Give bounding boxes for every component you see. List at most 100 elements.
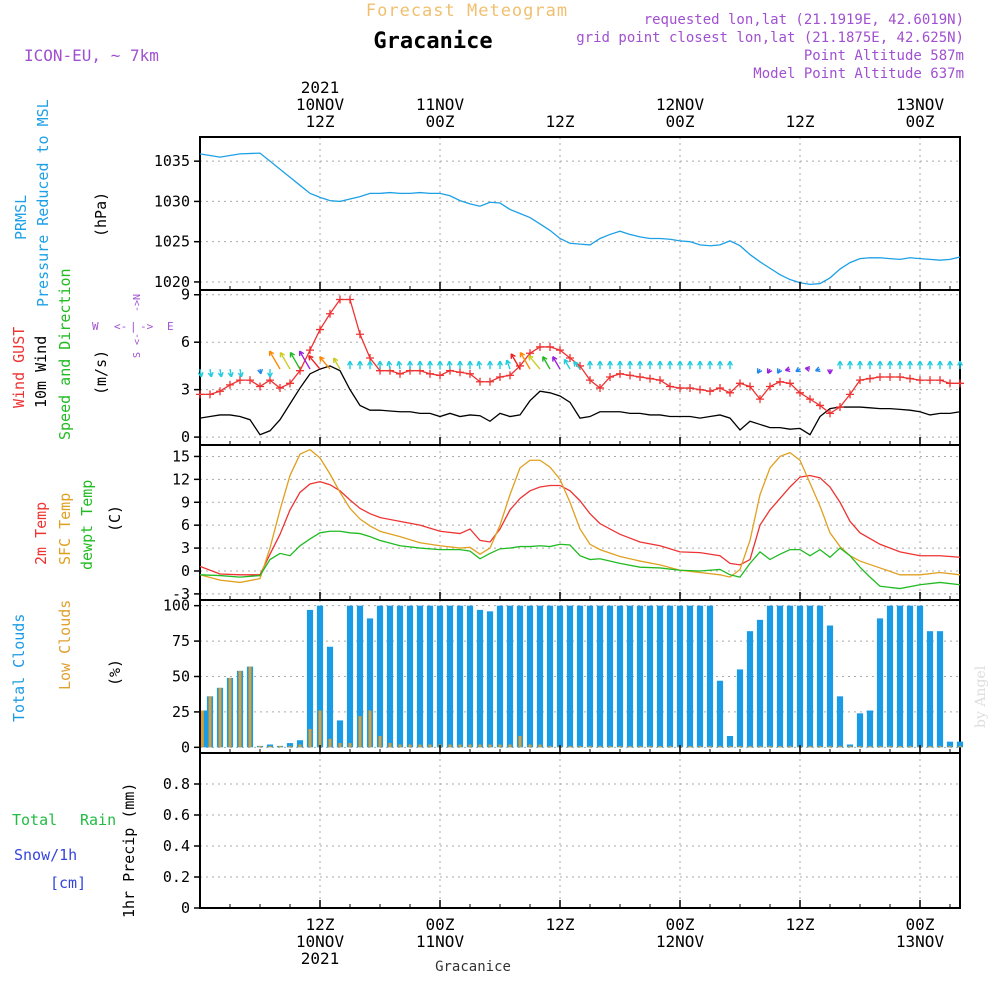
gust-marker	[316, 325, 324, 334]
total-cloud-bar	[466, 605, 474, 748]
sfc-label: SFC Temp	[56, 493, 74, 565]
low-cloud-bar	[348, 743, 352, 748]
gust-marker	[786, 379, 794, 388]
y-tick-label: 0	[181, 738, 190, 756]
wind-arrow	[356, 360, 364, 370]
wind-arrow	[376, 360, 384, 370]
wind-arrow	[346, 360, 354, 370]
total-cloud-bar	[446, 605, 454, 748]
gust-marker	[496, 372, 504, 381]
top-axis-label: 13NOV	[896, 95, 945, 114]
temp-labels: 2m Temp SFC Temp dewpt Temp (C)	[32, 480, 124, 570]
wind-arrow	[936, 360, 944, 370]
low-cloud-bar	[688, 745, 692, 748]
gust-marker	[776, 377, 784, 386]
y-tick-label: 9	[181, 493, 190, 511]
gust-marker	[666, 382, 674, 391]
wind-arrow	[436, 360, 444, 370]
gust-marker	[286, 379, 294, 388]
panel-clouds: 0 25 50 75 100	[163, 597, 964, 756]
gust-marker	[956, 379, 964, 388]
cloud-unit: (%)	[106, 659, 124, 686]
low-cloud-bar	[648, 745, 652, 748]
total-cloud-bar	[896, 605, 904, 748]
point-altitude: Point Altitude 587m	[804, 48, 964, 64]
bottom-axis-label: 12Z	[306, 915, 335, 934]
low-cloud-bar	[608, 745, 612, 748]
svg-text:<-: <-	[132, 333, 143, 345]
bottom-axis-label: 00Z	[906, 915, 935, 934]
total-cloud-bar	[716, 680, 724, 748]
total-cloud-bar	[786, 605, 794, 748]
total-cloud-bar	[776, 605, 784, 748]
gust-marker	[806, 395, 814, 404]
low-cloud-bar	[738, 745, 742, 748]
total-cloud-bar	[596, 605, 604, 748]
total-cloud-bar	[606, 605, 614, 748]
panel-frame	[199, 752, 961, 909]
wind-arrow	[573, 361, 581, 370]
total-cloud-bar	[356, 605, 364, 748]
low-cloud-bar	[758, 745, 762, 748]
total-cloud-bar	[586, 605, 594, 748]
bottom-axis-label: 10NOV	[296, 932, 345, 951]
gust-marker	[276, 384, 284, 393]
svg-text:->: ->	[140, 320, 154, 333]
total-cloud-bar	[886, 605, 894, 748]
low-cloud-bar	[418, 744, 422, 748]
gust-label: Wind GUST	[10, 327, 28, 408]
wind-arrow	[596, 360, 604, 370]
total-cloud-bar	[566, 605, 574, 748]
gust-marker	[556, 346, 564, 355]
low-cloud-bar	[398, 744, 402, 748]
bottom-axis-label: 12Z	[786, 915, 815, 934]
bottom-axis-label: 12NOV	[656, 932, 705, 951]
y-tick-label: 0.4	[163, 837, 190, 855]
gust-marker	[866, 374, 874, 383]
total-cloud-bar	[856, 713, 864, 748]
wind-arrow	[332, 357, 341, 370]
low-cloud-bar	[248, 666, 252, 748]
wind-arrow	[676, 360, 684, 370]
top-axis-label: 12NOV	[656, 95, 705, 114]
gust-marker	[736, 379, 744, 388]
low-cloud-bar	[838, 745, 842, 748]
total-cloud-bar	[546, 605, 554, 748]
low-cloud-bar	[468, 744, 472, 748]
wind-arrow	[866, 360, 874, 370]
temp2m-line	[199, 474, 961, 576]
low-clouds-label: Low Clouds	[56, 600, 74, 690]
wind-arrow	[366, 360, 374, 370]
low-cloud-bar	[718, 745, 722, 748]
gust-marker	[436, 371, 444, 380]
total-cloud-bar	[666, 605, 674, 748]
y-tick-label: 1030	[154, 192, 190, 210]
dewpt-label: dewpt Temp	[78, 480, 96, 570]
total-cloud-bar	[956, 741, 964, 748]
wind-arrow	[916, 360, 924, 370]
low-cloud-bar	[448, 744, 452, 748]
wind-arrow	[308, 354, 321, 370]
wind-arrow	[896, 360, 904, 370]
wind-arrow	[386, 360, 393, 370]
precip-unit: 1hr Precip (mm)	[120, 783, 138, 918]
total-cloud-bar	[656, 605, 664, 748]
low-cloud-bar	[258, 745, 262, 748]
wind-arrow	[826, 369, 834, 375]
total-cloud-bar	[726, 736, 734, 748]
bottom-axis-label: 00Z	[666, 915, 695, 934]
total-cloud-bar	[636, 605, 644, 748]
y-tick-label: 15	[172, 447, 190, 465]
wind-arrow	[836, 360, 844, 370]
wind-arrow	[266, 369, 274, 378]
low-cloud-bar	[328, 738, 332, 748]
gust-marker	[936, 376, 944, 385]
wind-arrow	[542, 356, 551, 370]
svg-text:<-: <-	[114, 320, 127, 333]
y-tick-label: 1025	[154, 233, 190, 251]
total-cloud-bar	[866, 710, 874, 748]
wind-arrow	[279, 351, 291, 370]
y-tick-label: 25	[172, 703, 190, 721]
